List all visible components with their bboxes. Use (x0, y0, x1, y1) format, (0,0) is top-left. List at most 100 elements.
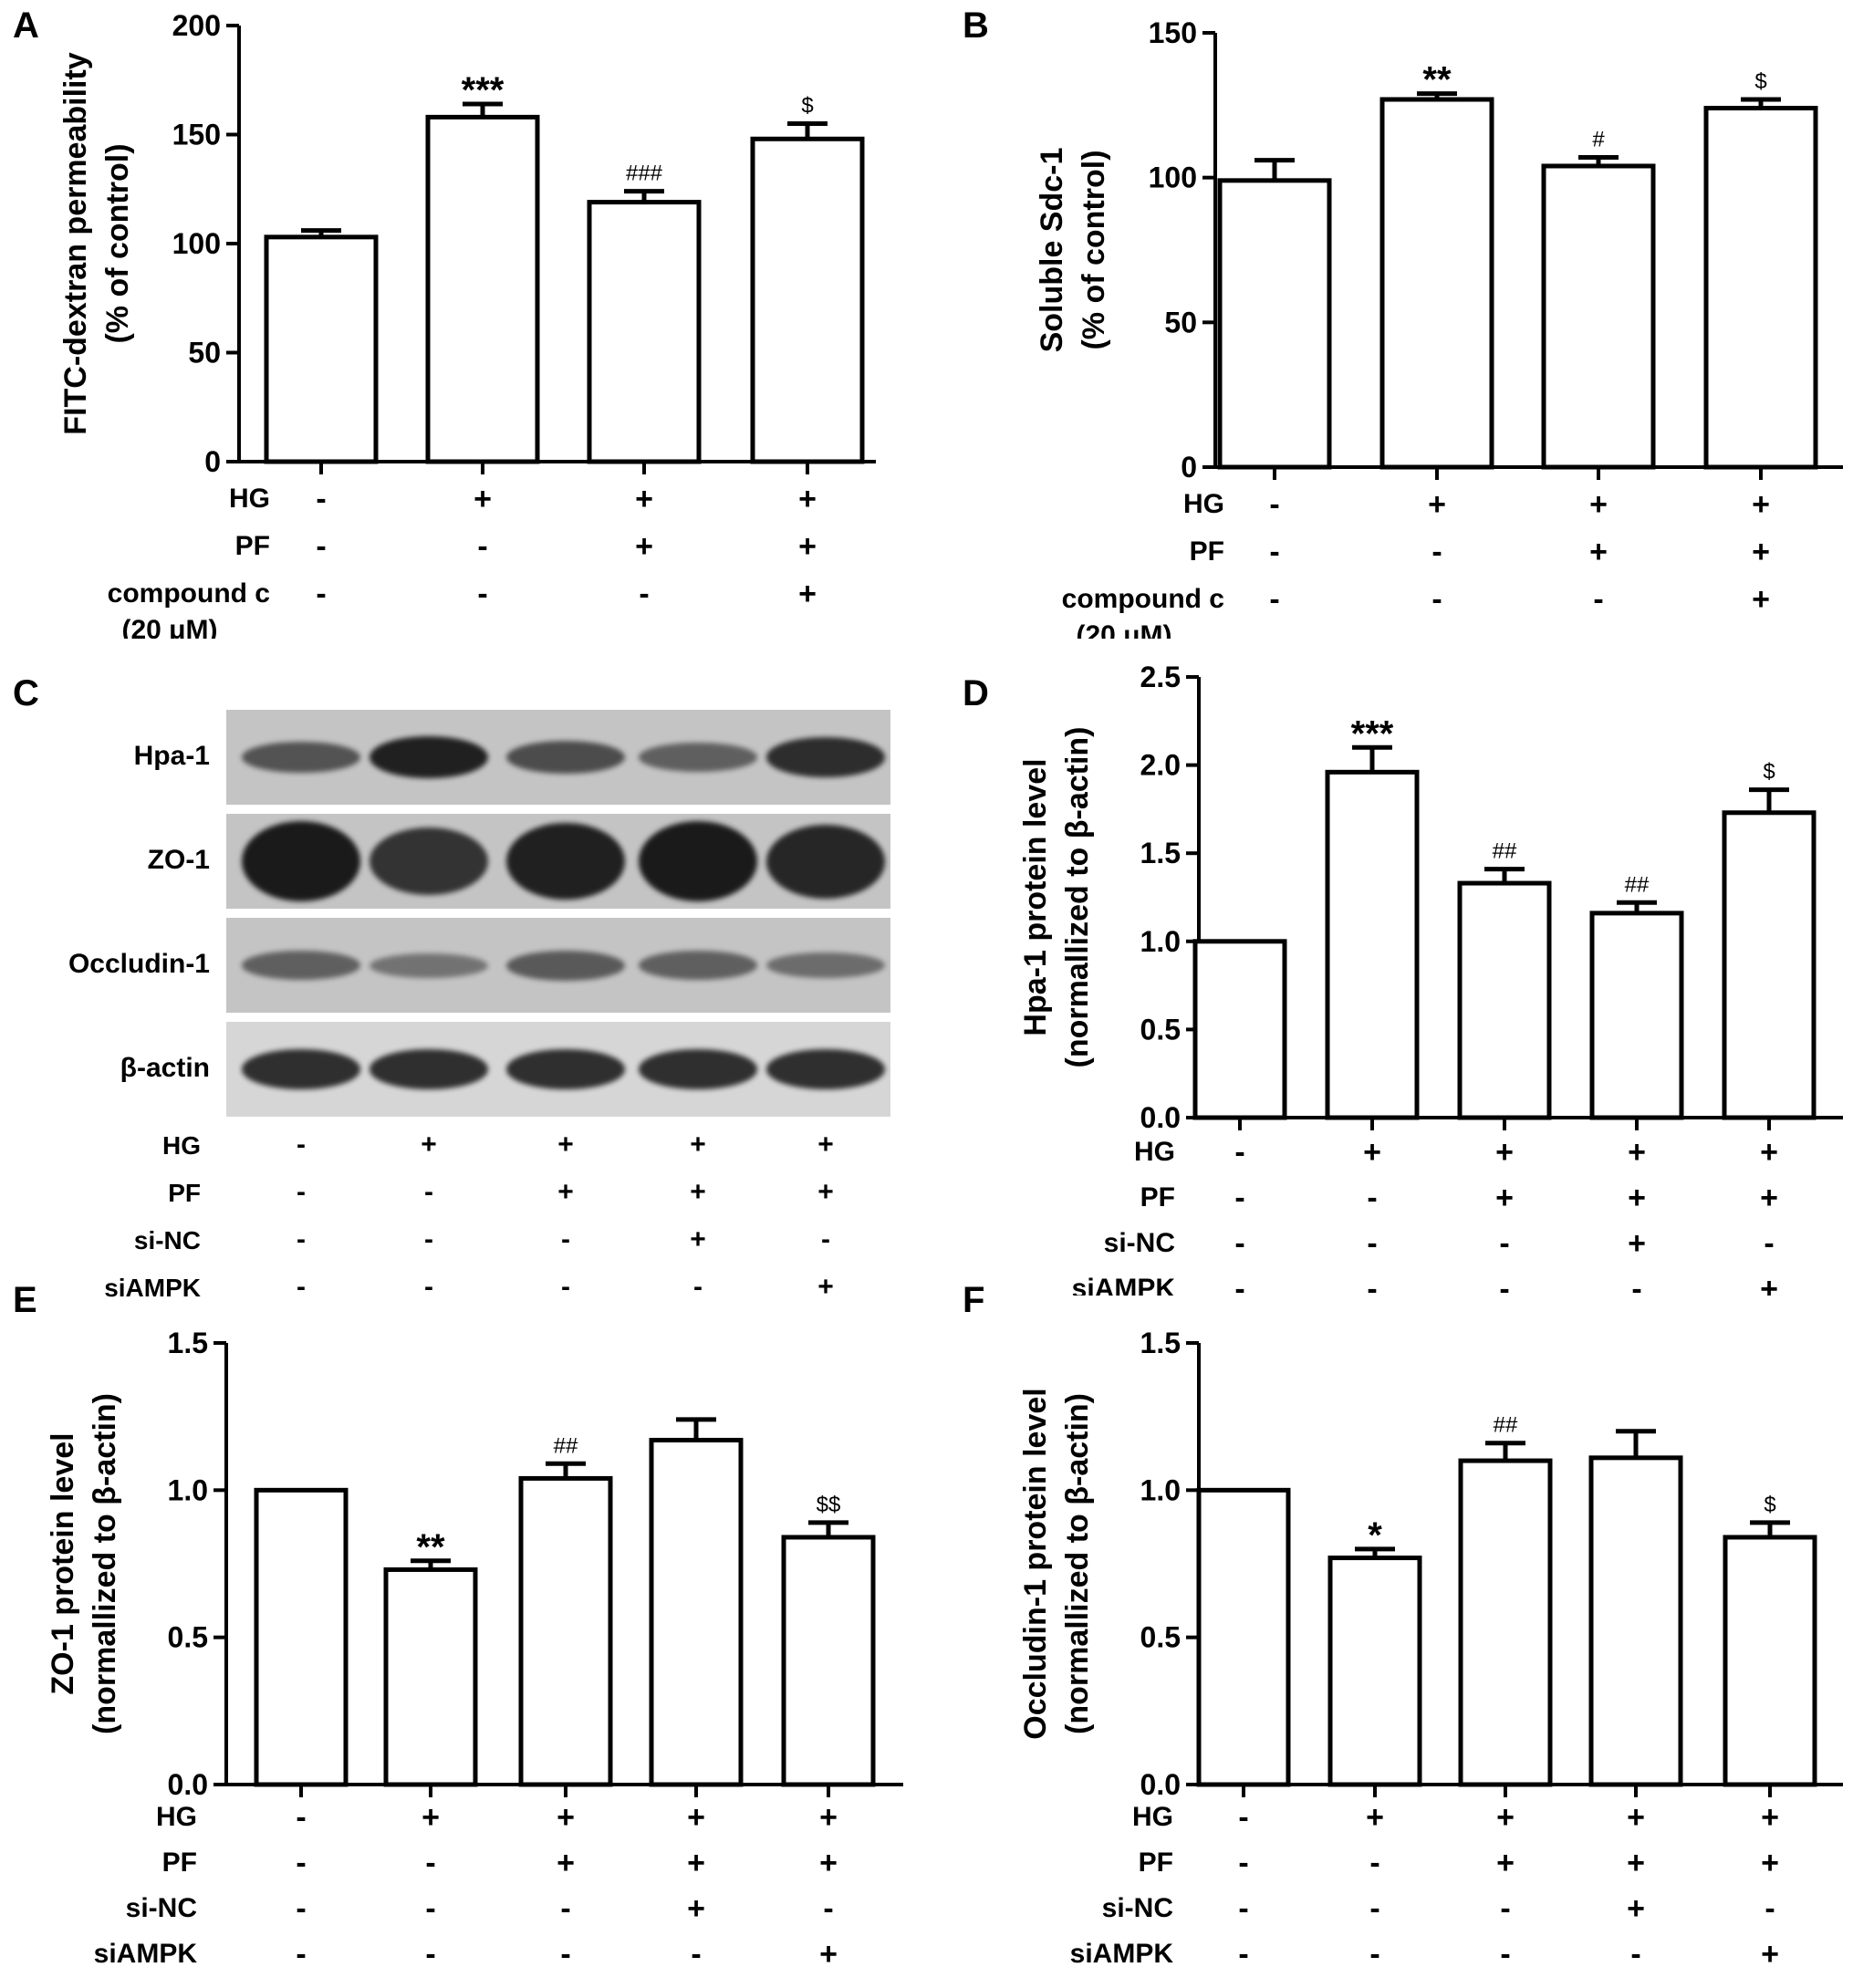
condition-mark: - (296, 1846, 306, 1880)
condition-mark: + (1627, 1891, 1645, 1926)
condition-mark: + (817, 1129, 834, 1160)
condition-mark: - (1367, 1272, 1377, 1296)
y-tick-label: 1.0 (1140, 1473, 1181, 1506)
condition-mark: - (1234, 1181, 1244, 1215)
condition-label: PF (1190, 536, 1224, 567)
condition-mark: - (316, 482, 326, 516)
significance-label: *** (1351, 713, 1394, 754)
condition-mark: - (1765, 1891, 1775, 1926)
condition-mark: - (1369, 1937, 1379, 1972)
condition-mark: + (1496, 1846, 1515, 1880)
condition-mark: - (316, 577, 326, 611)
y-axis-label: ZO-1 protein level (46, 1432, 80, 1694)
condition-mark: + (819, 1800, 838, 1835)
y-axis-label: Soluble Sdc-1 (1035, 148, 1069, 353)
condition-mark: - (1234, 1272, 1244, 1296)
condition-mark: - (477, 529, 487, 564)
condition-mark: + (557, 1129, 574, 1160)
condition-mark: + (798, 577, 817, 611)
significance-label: ** (416, 1527, 445, 1567)
blot-row-label: β-actin (120, 1053, 210, 1083)
condition-label: (20 μM) (1076, 620, 1171, 639)
bar (781, 1535, 876, 1787)
blot-band (506, 822, 625, 900)
significance-label: ** (1422, 60, 1452, 100)
condition-mark: - (1631, 1272, 1641, 1296)
condition-mark: + (687, 1846, 705, 1880)
condition-mark: - (477, 577, 487, 611)
condition-mark: + (1628, 1135, 1646, 1170)
blot-band (506, 741, 625, 774)
y-tick-label: 150 (1149, 16, 1197, 49)
condition-label: HG (229, 484, 270, 514)
significance-label: # (1592, 127, 1605, 151)
bar (1457, 880, 1552, 1120)
condition-mark: - (1238, 1800, 1248, 1835)
significance-label: ## (1493, 839, 1517, 864)
blot-band (370, 952, 488, 978)
significance-label: $ (1754, 69, 1766, 94)
condition-mark: - (1499, 1272, 1509, 1296)
bar (518, 1475, 613, 1787)
chart-f: 0.0 0.5 1.0 1.5 Occludin-1 protein level (nor… (940, 1296, 1852, 1983)
bar (1192, 939, 1287, 1120)
blot-band (506, 1049, 625, 1089)
panel-letter-e: E (13, 1280, 37, 1320)
chart-a: 0 50 100 150 200 FITC-dextran permeability (% … (0, 0, 921, 645)
blot-band (242, 741, 360, 774)
condition-label: compound c (1062, 584, 1224, 614)
chart-e: 0.0 0.5 1.0 1.5 ZO-1 protein level (normalliz… (0, 1296, 921, 1983)
condition-mark: + (1496, 1800, 1515, 1835)
condition-mark: + (819, 1937, 838, 1972)
blot-band (242, 951, 360, 980)
blot-band (639, 743, 757, 772)
condition-label: si-NC (1102, 1893, 1173, 1923)
condition-mark: + (817, 1177, 834, 1207)
significance-label: * (1368, 1515, 1382, 1556)
condition-mark: - (561, 1272, 570, 1302)
condition-mark: + (1752, 487, 1770, 522)
condition-label: PF (162, 1847, 197, 1878)
bar (1541, 163, 1656, 470)
condition-mark: - (297, 1129, 306, 1160)
condition-mark: + (690, 1177, 706, 1207)
condition-mark: - (296, 1800, 306, 1835)
condition-mark: + (819, 1846, 838, 1880)
bar (1325, 769, 1420, 1120)
condition-label: PF (168, 1179, 201, 1207)
condition-label: siAMPK (104, 1274, 201, 1302)
condition-label: HG (1183, 489, 1224, 519)
bar (1722, 810, 1817, 1120)
condition-mark: - (297, 1272, 306, 1302)
y-tick-label: 1.0 (1140, 925, 1181, 958)
bar (1458, 1458, 1553, 1787)
blot-band (370, 735, 488, 779)
condition-mark: - (1593, 582, 1603, 617)
condition-mark: + (557, 1177, 574, 1207)
y-tick-label: 1.5 (1140, 1327, 1181, 1359)
condition-mark: + (1760, 1135, 1778, 1170)
chart-svg-d: 0.0 0.5 1.0 1.5 2.0 2.5 Hpa-1 protein level (no… (1018, 661, 1843, 1306)
chart-d: 0.0 0.5 1.0 1.5 2.0 2.5 Hpa-1 protein level (no… (940, 657, 1852, 1306)
condition-label: siAMPK (1072, 1274, 1176, 1296)
condition-mark: + (1628, 1226, 1646, 1261)
blot-band (639, 951, 757, 980)
condition-mark: + (798, 529, 817, 564)
condition-label: HG (1134, 1137, 1175, 1167)
blot-band (370, 827, 488, 895)
condition-mark: + (1495, 1135, 1514, 1170)
condition-mark: - (1431, 582, 1442, 617)
condition-mark: - (1367, 1181, 1377, 1215)
condition-mark: + (1760, 1181, 1778, 1215)
y-tick-label: 100 (172, 227, 221, 260)
condition-label: HG (162, 1131, 201, 1160)
panel-letter-a: A (13, 5, 39, 46)
condition-mark: - (1367, 1226, 1377, 1261)
condition-mark: + (1589, 535, 1608, 569)
y-axis-label: Hpa-1 protein level (1018, 758, 1053, 1036)
condition-label: si-NC (133, 1226, 201, 1254)
condition-mark: - (296, 1937, 306, 1972)
significance-label: ## (554, 1433, 578, 1458)
condition-mark: - (1269, 535, 1279, 569)
condition-mark: - (1238, 1937, 1248, 1972)
